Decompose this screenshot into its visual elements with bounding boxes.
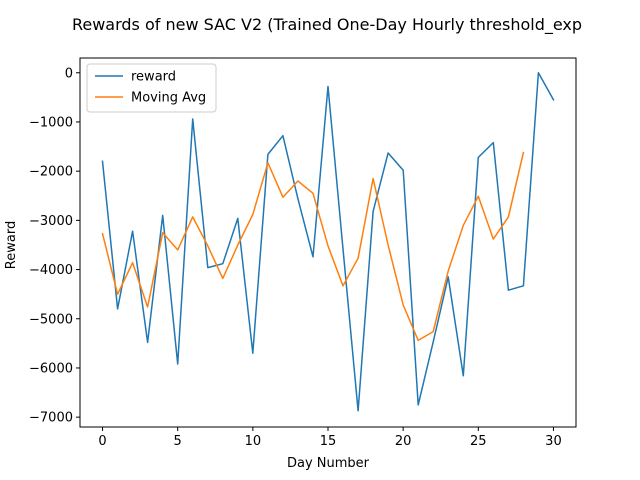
legend-label: reward [131, 70, 176, 85]
y-tick-label: −1000 [29, 115, 73, 130]
legend: reward Moving Avg [86, 63, 217, 113]
x-tick-label: 0 [98, 434, 106, 449]
x-tick-label: 25 [470, 434, 487, 449]
y-axis-label: Reward [4, 221, 19, 269]
x-axis-label: Day Number [287, 456, 370, 471]
x-tick-label: 20 [395, 434, 412, 449]
x-tick-label: 5 [174, 434, 182, 449]
x-tick-label: 10 [245, 434, 262, 449]
y-tick-label: −6000 [29, 361, 73, 376]
y-tick-label: −4000 [29, 263, 73, 278]
x-axis-ticks: 0 5 10 15 20 25 30 [98, 427, 562, 449]
chart-title: Rewards of new SAC V2 (Trained One-Day H… [72, 15, 582, 35]
x-tick-label: 30 [545, 434, 562, 449]
series-layer [101, 72, 555, 412]
y-axis-ticks: 0 −1000 −2000 −3000 −4000 −5000 −6000 −7000 [29, 66, 80, 426]
x-tick-label: 15 [320, 434, 337, 449]
y-tick-label: 0 [65, 66, 73, 81]
series-line-reward [101, 72, 555, 412]
y-tick-label: −7000 [29, 411, 73, 426]
y-tick-label: −5000 [29, 312, 73, 327]
y-tick-label: −3000 [29, 214, 73, 229]
y-tick-label: −2000 [29, 165, 73, 180]
legend-label: Moving Avg [131, 91, 206, 106]
series-line-moving-avg [101, 151, 525, 342]
plot-frame [79, 57, 577, 428]
